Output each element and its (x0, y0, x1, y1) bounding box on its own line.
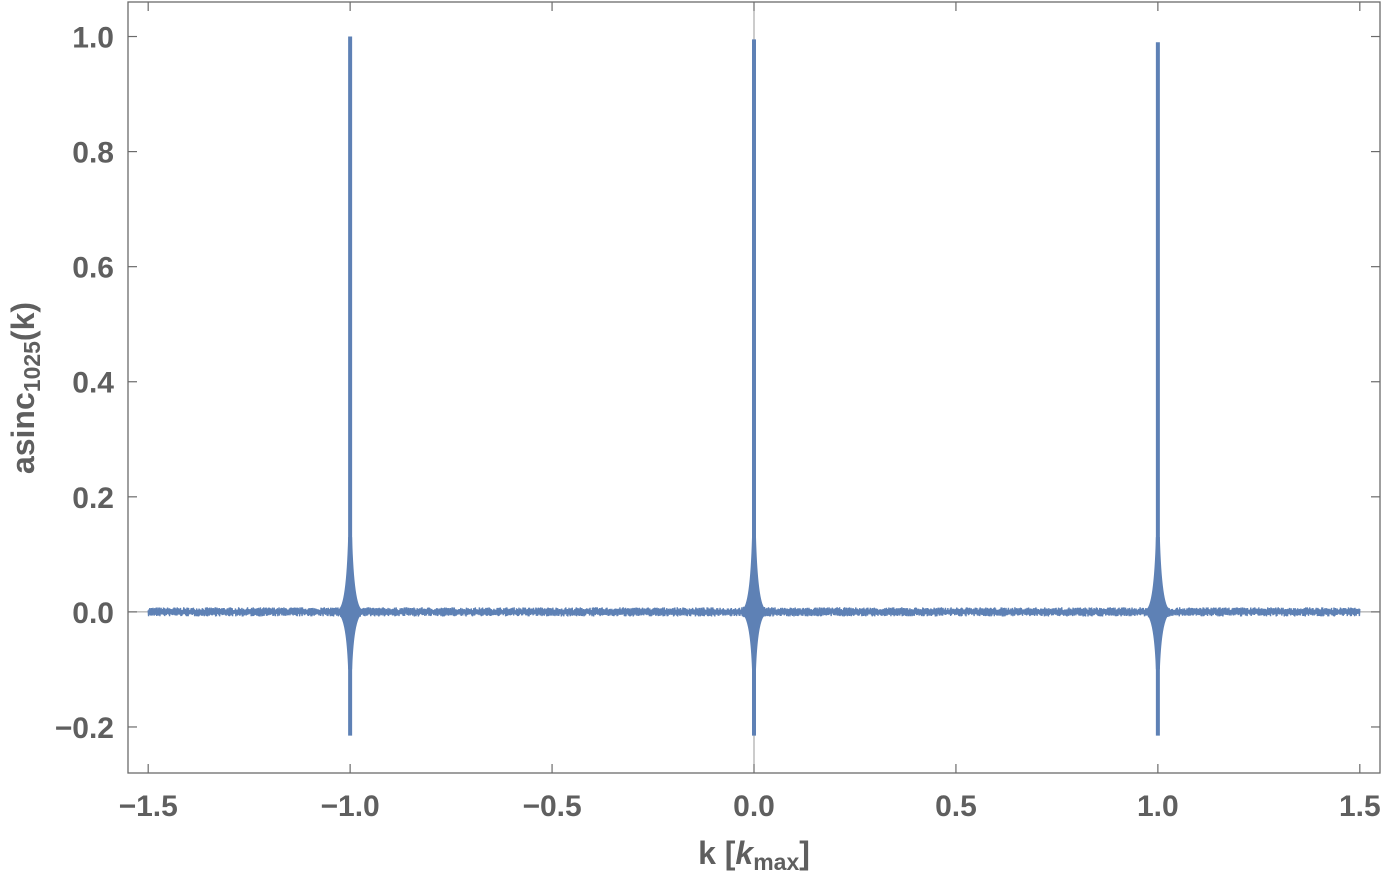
x-axis-ticks: −1.5 −1.0 −0.5 0.0 0.5 1.0 1.5 (119, 2, 1381, 823)
y-axis-title-main: asinc (5, 392, 41, 474)
x-tick-label: 1.5 (1339, 790, 1381, 823)
peak-envelope (1145, 537, 1170, 670)
x-tick-label: 0.5 (935, 790, 977, 823)
y-tick-label: 0.8 (72, 137, 114, 170)
y-axis-title-close: (k) (5, 302, 41, 341)
peak-envelope (742, 537, 766, 670)
y-tick-label: 0.0 (72, 597, 114, 630)
y-tick-label: −0.2 (55, 712, 114, 745)
y-tick-label: 0.6 (72, 252, 114, 285)
x-tick-label: −1.5 (119, 790, 178, 823)
x-axis-title-close: ] (799, 835, 810, 871)
x-axis-title-italic: k (735, 835, 755, 871)
y-tick-label: 0.4 (72, 367, 114, 400)
x-tick-label: −0.5 (522, 790, 581, 823)
x-tick-label: 0.0 (733, 790, 775, 823)
x-axis-title: k [kmax] (698, 835, 810, 872)
peak-envelope (338, 537, 363, 670)
y-axis-ticks: −0.2 0.0 0.2 0.4 0.6 0.8 1.0 (55, 22, 1380, 745)
y-tick-label: 1.0 (72, 22, 114, 55)
y-tick-label: 0.2 (72, 482, 114, 515)
series-layer (147, 36, 1361, 736)
x-axis-title-sub: max (753, 849, 799, 872)
y-axis-title-sub: 1025 (19, 341, 45, 392)
x-tick-label: 1.0 (1137, 790, 1179, 823)
x-axis-title-main: k [ (698, 835, 736, 871)
y-axis-title: asinc1025(k) (5, 302, 45, 474)
x-tick-label: −1.0 (321, 790, 380, 823)
